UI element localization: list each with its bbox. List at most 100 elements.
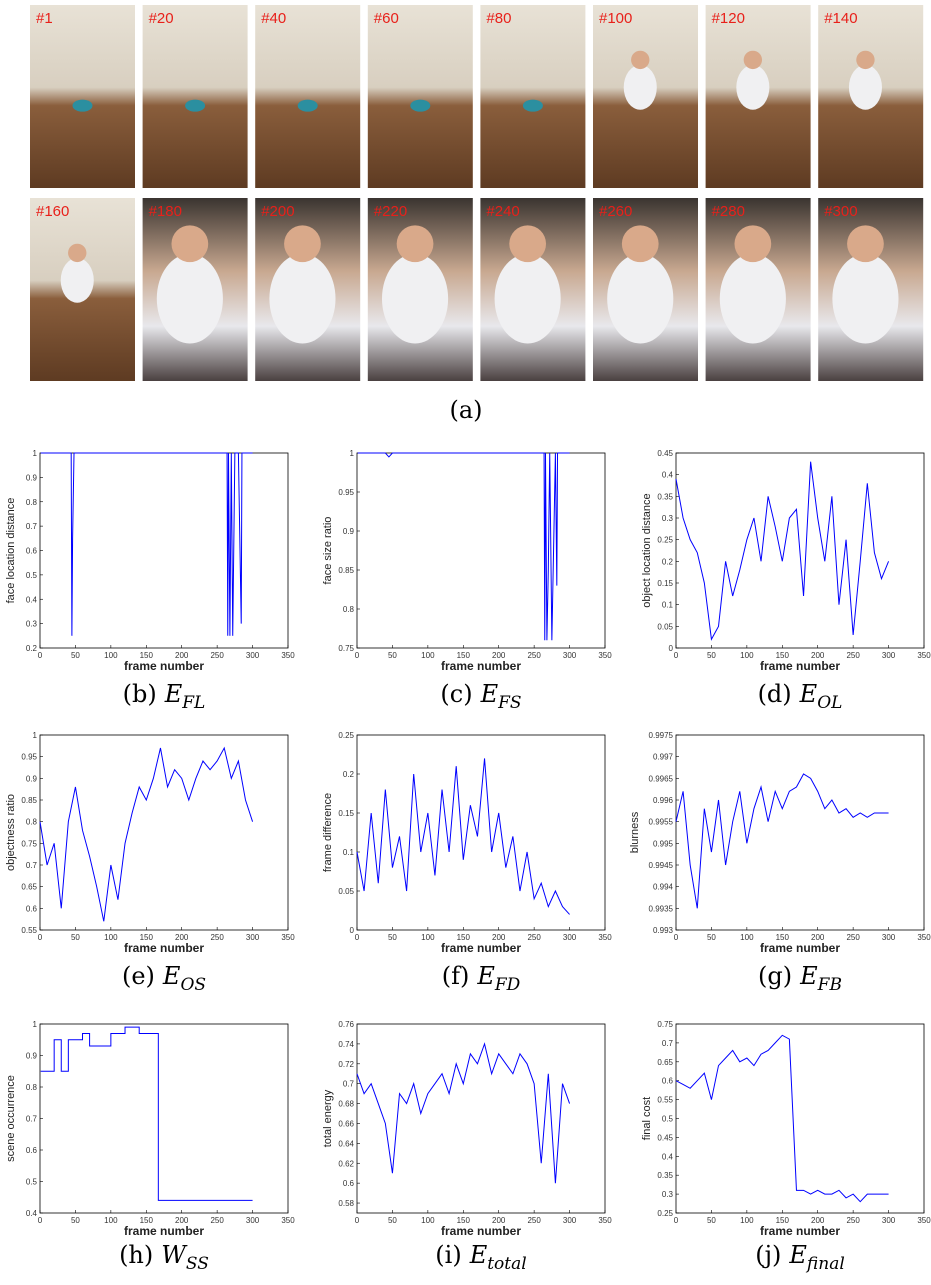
video-frame: #1 — [30, 5, 135, 188]
x-tick-label: 250 — [846, 933, 860, 942]
x-tick-label: 50 — [388, 651, 397, 660]
y-axis-label: face size ratio — [322, 517, 334, 585]
caption-subscript: FD — [494, 975, 521, 995]
y-tick-label: 0.6 — [343, 1179, 355, 1188]
y-tick-label: 0.75 — [338, 644, 354, 653]
caption-label: (j) — [755, 1241, 781, 1269]
y-tick-label: 0.8 — [26, 1083, 38, 1092]
subfigure-caption: (b) EFL — [123, 680, 206, 713]
video-frame: #280 — [705, 198, 811, 381]
subfigure-caption: (i) Etotal — [435, 1241, 526, 1274]
y-axis-label: face location distance — [5, 498, 17, 604]
y-tick-label: 0.997 — [653, 753, 674, 762]
caption-symbol: E — [480, 680, 499, 708]
y-tick-label: 0.05 — [657, 622, 673, 631]
x-tick-label: 350 — [917, 1216, 931, 1225]
x-tick-label: 350 — [598, 651, 612, 660]
y-tick-label: 0.45 — [657, 449, 673, 458]
data-line — [40, 452, 253, 636]
x-tick-label: 100 — [740, 933, 754, 942]
y-tick-label: 0.72 — [338, 1060, 354, 1069]
caption-symbol: W — [161, 1241, 188, 1269]
chart: 0 50 100 150 200 250 300 350 0.993 0.9935 0.994 0.9… — [629, 731, 931, 995]
frame-image — [255, 5, 361, 188]
y-tick-label: 0.2 — [662, 557, 674, 566]
y-tick-label: 0.15 — [338, 809, 354, 818]
y-tick-label: 0.8 — [26, 818, 38, 827]
frame-label: #140 — [824, 10, 857, 27]
frame-label: #240 — [486, 203, 519, 220]
caption-symbol: E — [162, 962, 181, 990]
x-tick-label: 0 — [38, 651, 43, 660]
y-tick-label: 0.3 — [662, 514, 674, 523]
x-tick-label: 150 — [457, 1216, 471, 1225]
caption-subscript: FL — [181, 693, 205, 713]
y-tick-label: 0.9965 — [649, 774, 674, 783]
x-tick-label: 0 — [674, 933, 679, 942]
baby-head — [734, 225, 772, 263]
x-axis-label: frame number — [760, 941, 840, 955]
x-tick-label: 300 — [563, 1216, 577, 1225]
x-axis-label: frame number — [124, 1224, 204, 1238]
x-tick-label: 250 — [846, 651, 860, 660]
y-tick-label: 0.35 — [657, 492, 673, 501]
x-tick-label: 0 — [38, 933, 43, 942]
x-axis-label: frame number — [760, 1224, 840, 1238]
frame-label: #260 — [599, 203, 632, 220]
video-frame: #100 — [593, 5, 698, 188]
plot-frame — [39, 734, 289, 931]
chart: 0 50 100 150 200 250 300 350 0.75 0.8 0.85 0.9 0.95 1… — [322, 449, 612, 713]
y-tick-label: 0.85 — [338, 566, 354, 575]
y-tick-label: 0.25 — [338, 731, 354, 740]
y-axis-label: total energy — [322, 1089, 334, 1147]
y-tick-label: 0.9 — [26, 1052, 38, 1061]
frame-label: #200 — [261, 203, 294, 220]
caption-subscript: OS — [180, 975, 206, 995]
y-tick-label: 0.9975 — [649, 731, 674, 740]
y-tick-label: 0.1 — [343, 848, 355, 857]
y-tick-label: 0.994 — [653, 883, 674, 892]
x-tick-label: 100 — [104, 651, 118, 660]
caption-symbol: E — [799, 962, 818, 990]
x-tick-label: 50 — [71, 933, 80, 942]
x-tick-label: 200 — [492, 651, 506, 660]
subfigure-caption: (g) EFB — [758, 962, 842, 995]
y-tick-label: 0.75 — [21, 839, 37, 848]
y-tick-label: 0.75 — [657, 1020, 673, 1029]
x-tick-label: 0 — [38, 1216, 43, 1225]
y-tick-label: 1 — [33, 731, 38, 740]
x-tick-label: 300 — [246, 933, 260, 942]
chart: 0 50 100 150 200 250 300 350 0.4 0.5 0.6 0.7 0.8 0.9 1… — [5, 1020, 295, 1274]
baby-figure — [832, 253, 899, 344]
plot-frame — [675, 734, 925, 931]
plot-frame — [39, 1023, 289, 1214]
x-tick-label: 350 — [281, 933, 295, 942]
x-tick-label: 50 — [707, 933, 716, 942]
frame-label: #160 — [36, 203, 69, 220]
y-tick-label: 0.15 — [657, 579, 673, 588]
frame-image — [480, 5, 586, 188]
frame-label: #180 — [149, 203, 182, 220]
video-frame: #60 — [367, 5, 473, 188]
y-tick-label: 0.66 — [338, 1119, 354, 1128]
video-frame: #120 — [705, 5, 811, 188]
video-frame: #220 — [367, 198, 473, 381]
caption-subscript: SS — [186, 1254, 209, 1274]
y-axis-label: object location distance — [641, 493, 653, 607]
y-tick-label: 0.3 — [662, 1190, 674, 1199]
baby-figure — [848, 64, 882, 110]
baby-figure — [494, 253, 561, 344]
x-tick-label: 300 — [882, 1216, 896, 1225]
data-line — [356, 1042, 571, 1184]
chart: 0 50 100 150 200 250 300 350 0 0.05 0.1 0.15 0.2 0.25… — [322, 731, 612, 995]
x-tick-label: 150 — [776, 651, 790, 660]
toy — [185, 99, 206, 112]
plot-frame — [356, 734, 606, 931]
baby-head — [847, 225, 884, 263]
chart: 0 50 100 150 200 250 300 350 0.58 0.6 0.62 0.64 0.66… — [322, 1020, 612, 1274]
data-line — [675, 461, 890, 641]
baby-head — [396, 225, 434, 263]
y-tick-label: 0.05 — [338, 887, 354, 896]
x-axis-label: frame number — [124, 941, 204, 955]
